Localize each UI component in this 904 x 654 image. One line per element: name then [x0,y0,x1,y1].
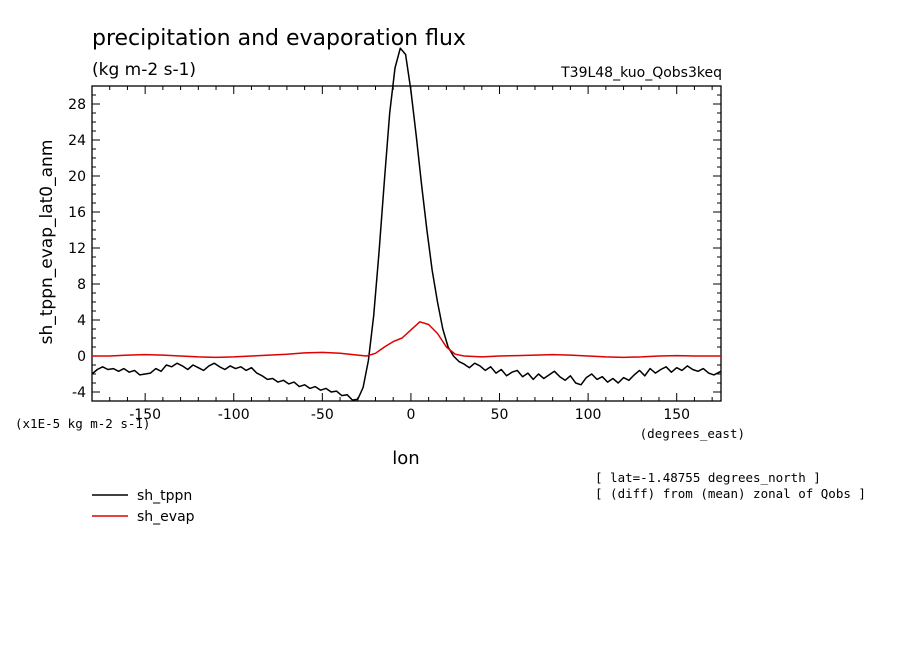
axis-ticks [92,85,721,402]
x-tick-label: 0 [406,407,415,423]
x-tick-label: -50 [311,407,334,423]
plot-frame [91,85,722,402]
x-tick-label: 150 [663,407,690,423]
x-tick-label: -150 [129,407,161,423]
legend-label-sh-tppn: sh_tppn [137,488,192,504]
legend: sh_tppn sh_evap [92,488,195,525]
y-tick-label: 24 [68,133,86,149]
series-group [91,47,722,401]
y-tick-label: 12 [68,241,86,257]
y-tick-label: 28 [68,97,86,113]
y-axis-label: sh_tppn_evap_lat0_anm [37,140,57,345]
chart-subtitle: (kg m-2 s-1) [92,60,196,80]
series-line-sh-tppn [91,47,722,401]
run-label: T39L48_kuo_Qobs3keq [560,65,722,81]
y-tick-label: 8 [77,277,86,293]
x-tick-labels: -150 -100 -50 0 50 100 150 [129,407,690,423]
y-tick-label: 16 [68,205,86,221]
y-tick-label: 0 [77,349,86,365]
y-tick-labels: -4 0 4 8 12 16 20 24 28 [68,97,86,401]
x-units: (degrees_east) [640,426,745,441]
y-tick-label: -4 [72,385,86,401]
y-tick-label: 20 [68,169,86,185]
y-tick-label: 4 [77,313,86,329]
x-axis-label: lon [392,448,419,469]
series-line-sh-evap [92,321,721,359]
annotation-latitude: [ lat=-1.48755 degrees_north ] [595,470,821,485]
x-tick-label: 100 [575,407,602,423]
legend-label-sh-evap: sh_evap [137,509,195,525]
x-tick-label: -100 [218,407,250,423]
annotation-diff: [ (diff) from (mean) zonal of Qobs ] [595,486,866,501]
chart-title: precipitation and evaporation flux [92,26,466,51]
y-scale-note: (x1E-5 kg m-2 s-1) [15,416,150,431]
x-tick-label: 50 [491,407,509,423]
